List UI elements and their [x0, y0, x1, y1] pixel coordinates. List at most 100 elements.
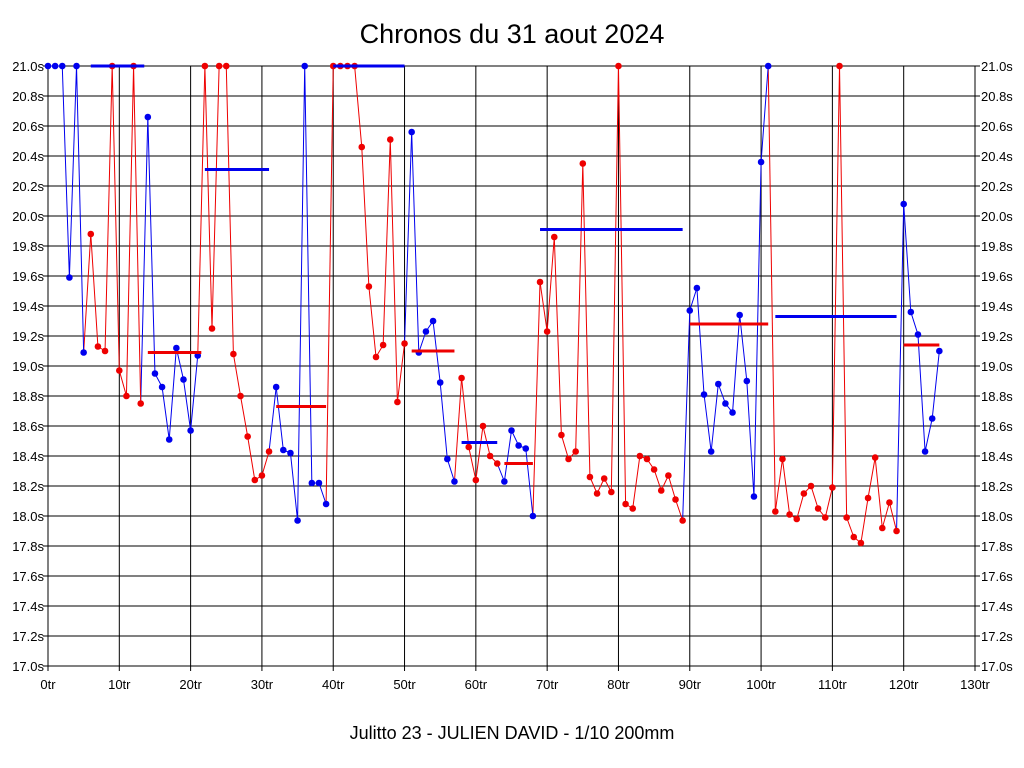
series-connector [83, 233, 92, 353]
series-line-10 [689, 65, 769, 497]
data-point [550, 233, 558, 241]
data-point [173, 344, 180, 352]
y-tick-label-right: 17.0s [981, 659, 1013, 674]
x-tick-label: 40tr [322, 677, 345, 692]
grid [47, 65, 976, 667]
y-tick-label-left: 17.0s [12, 659, 44, 674]
y-tick-label-right: 19.2s [981, 329, 1013, 344]
y-tick-label-left: 19.4s [12, 299, 44, 314]
data-point [251, 476, 259, 484]
data-point [650, 466, 658, 473]
y-tick-label-left: 17.4s [12, 599, 44, 614]
x-tick-label: 60tr [465, 677, 488, 692]
data-point [436, 379, 444, 386]
data-point [451, 478, 458, 485]
data-point [87, 230, 95, 238]
data-point [672, 496, 679, 503]
y-tick-label-right: 20.4s [981, 149, 1013, 164]
data-point [394, 398, 401, 406]
data-point [201, 62, 209, 70]
y-tick-label-right: 18.2s [981, 479, 1013, 494]
data-point [643, 455, 651, 463]
chart-title: Chronos du 31 aout 2024 [360, 19, 665, 49]
data-point [51, 62, 59, 70]
data-point [836, 62, 843, 70]
y-tick-label-right: 18.8s [981, 389, 1013, 404]
data-point [729, 409, 736, 416]
data-point [907, 308, 915, 316]
data-point [572, 448, 579, 455]
data-point [365, 283, 373, 290]
data-point [800, 490, 808, 497]
data-point [779, 455, 786, 463]
data-point [565, 455, 572, 463]
data-point [80, 349, 87, 356]
data-point [914, 331, 922, 338]
data-point [379, 341, 387, 349]
y-tick-label-left: 21.0s [12, 59, 44, 74]
series-connector [682, 310, 691, 521]
y-tick-label-right: 20.0s [981, 209, 1013, 224]
series-connector [268, 386, 277, 452]
data-point [137, 400, 144, 407]
y-tick-label-left: 19.8s [12, 239, 44, 254]
data-point [536, 278, 544, 286]
data-point [472, 476, 480, 484]
data-point [629, 505, 637, 512]
y-tick-label-right: 19.0s [981, 359, 1013, 374]
data-point [821, 514, 829, 521]
data-point [151, 370, 159, 377]
y-axis-right: 17.0s 17.2s 17.4s 17.6s 17.8s 18.0s 18.2s 18.4s… [975, 59, 1013, 674]
x-tick-label: 70tr [536, 677, 559, 692]
data-point [558, 431, 565, 439]
data-point [722, 400, 729, 407]
data-point [315, 479, 323, 487]
data-point [158, 383, 166, 391]
y-tick-label-right: 20.6s [981, 119, 1013, 134]
data-point [508, 427, 515, 434]
data-point [265, 448, 273, 455]
data-point [679, 517, 686, 524]
y-tick-label-left: 18.8s [12, 389, 44, 404]
y-tick-label-left: 20.0s [12, 209, 44, 224]
x-tick-label: 30tr [251, 677, 274, 692]
y-tick-label-left: 20.8s [12, 89, 44, 104]
series-connector [453, 377, 463, 482]
data-point [886, 499, 893, 506]
data-point [429, 317, 437, 325]
data-point [657, 487, 665, 494]
series-connector [767, 65, 776, 512]
y-tick-label-left: 18.4s [12, 449, 44, 464]
series-connector [404, 131, 413, 344]
data-point [294, 517, 301, 524]
data-point [116, 367, 123, 374]
data-point [230, 350, 237, 358]
data-point [843, 514, 850, 521]
series-connector [896, 203, 905, 532]
x-tick-label: 10tr [108, 677, 131, 692]
y-tick-label-right: 19.6s [981, 269, 1013, 284]
data-point [208, 325, 216, 332]
data-point [258, 472, 266, 479]
y-axis-left: 17.0s 17.2s 17.4s 17.6s 17.8s 18.0s 18.2s 18.4s… [12, 59, 48, 674]
data-point [237, 392, 244, 400]
y-tick-label-right: 17.6s [981, 569, 1013, 584]
data-point [707, 448, 715, 455]
data-point [180, 376, 187, 383]
x-tick-label: 90tr [679, 677, 702, 692]
data-point [807, 482, 815, 490]
y-tick-label-right: 20.8s [981, 89, 1013, 104]
y-tick-label-left: 20.6s [12, 119, 44, 134]
series-connector [140, 116, 149, 404]
series-connector [325, 65, 334, 505]
data-point [529, 512, 537, 520]
data-point [444, 455, 451, 463]
data-point [693, 284, 701, 292]
x-tick-label: 0tr [40, 677, 56, 692]
data-point [322, 500, 330, 508]
series-connector [197, 65, 206, 356]
data-point [187, 427, 194, 434]
data-point [44, 62, 52, 70]
x-tick-label: 50tr [393, 677, 416, 692]
